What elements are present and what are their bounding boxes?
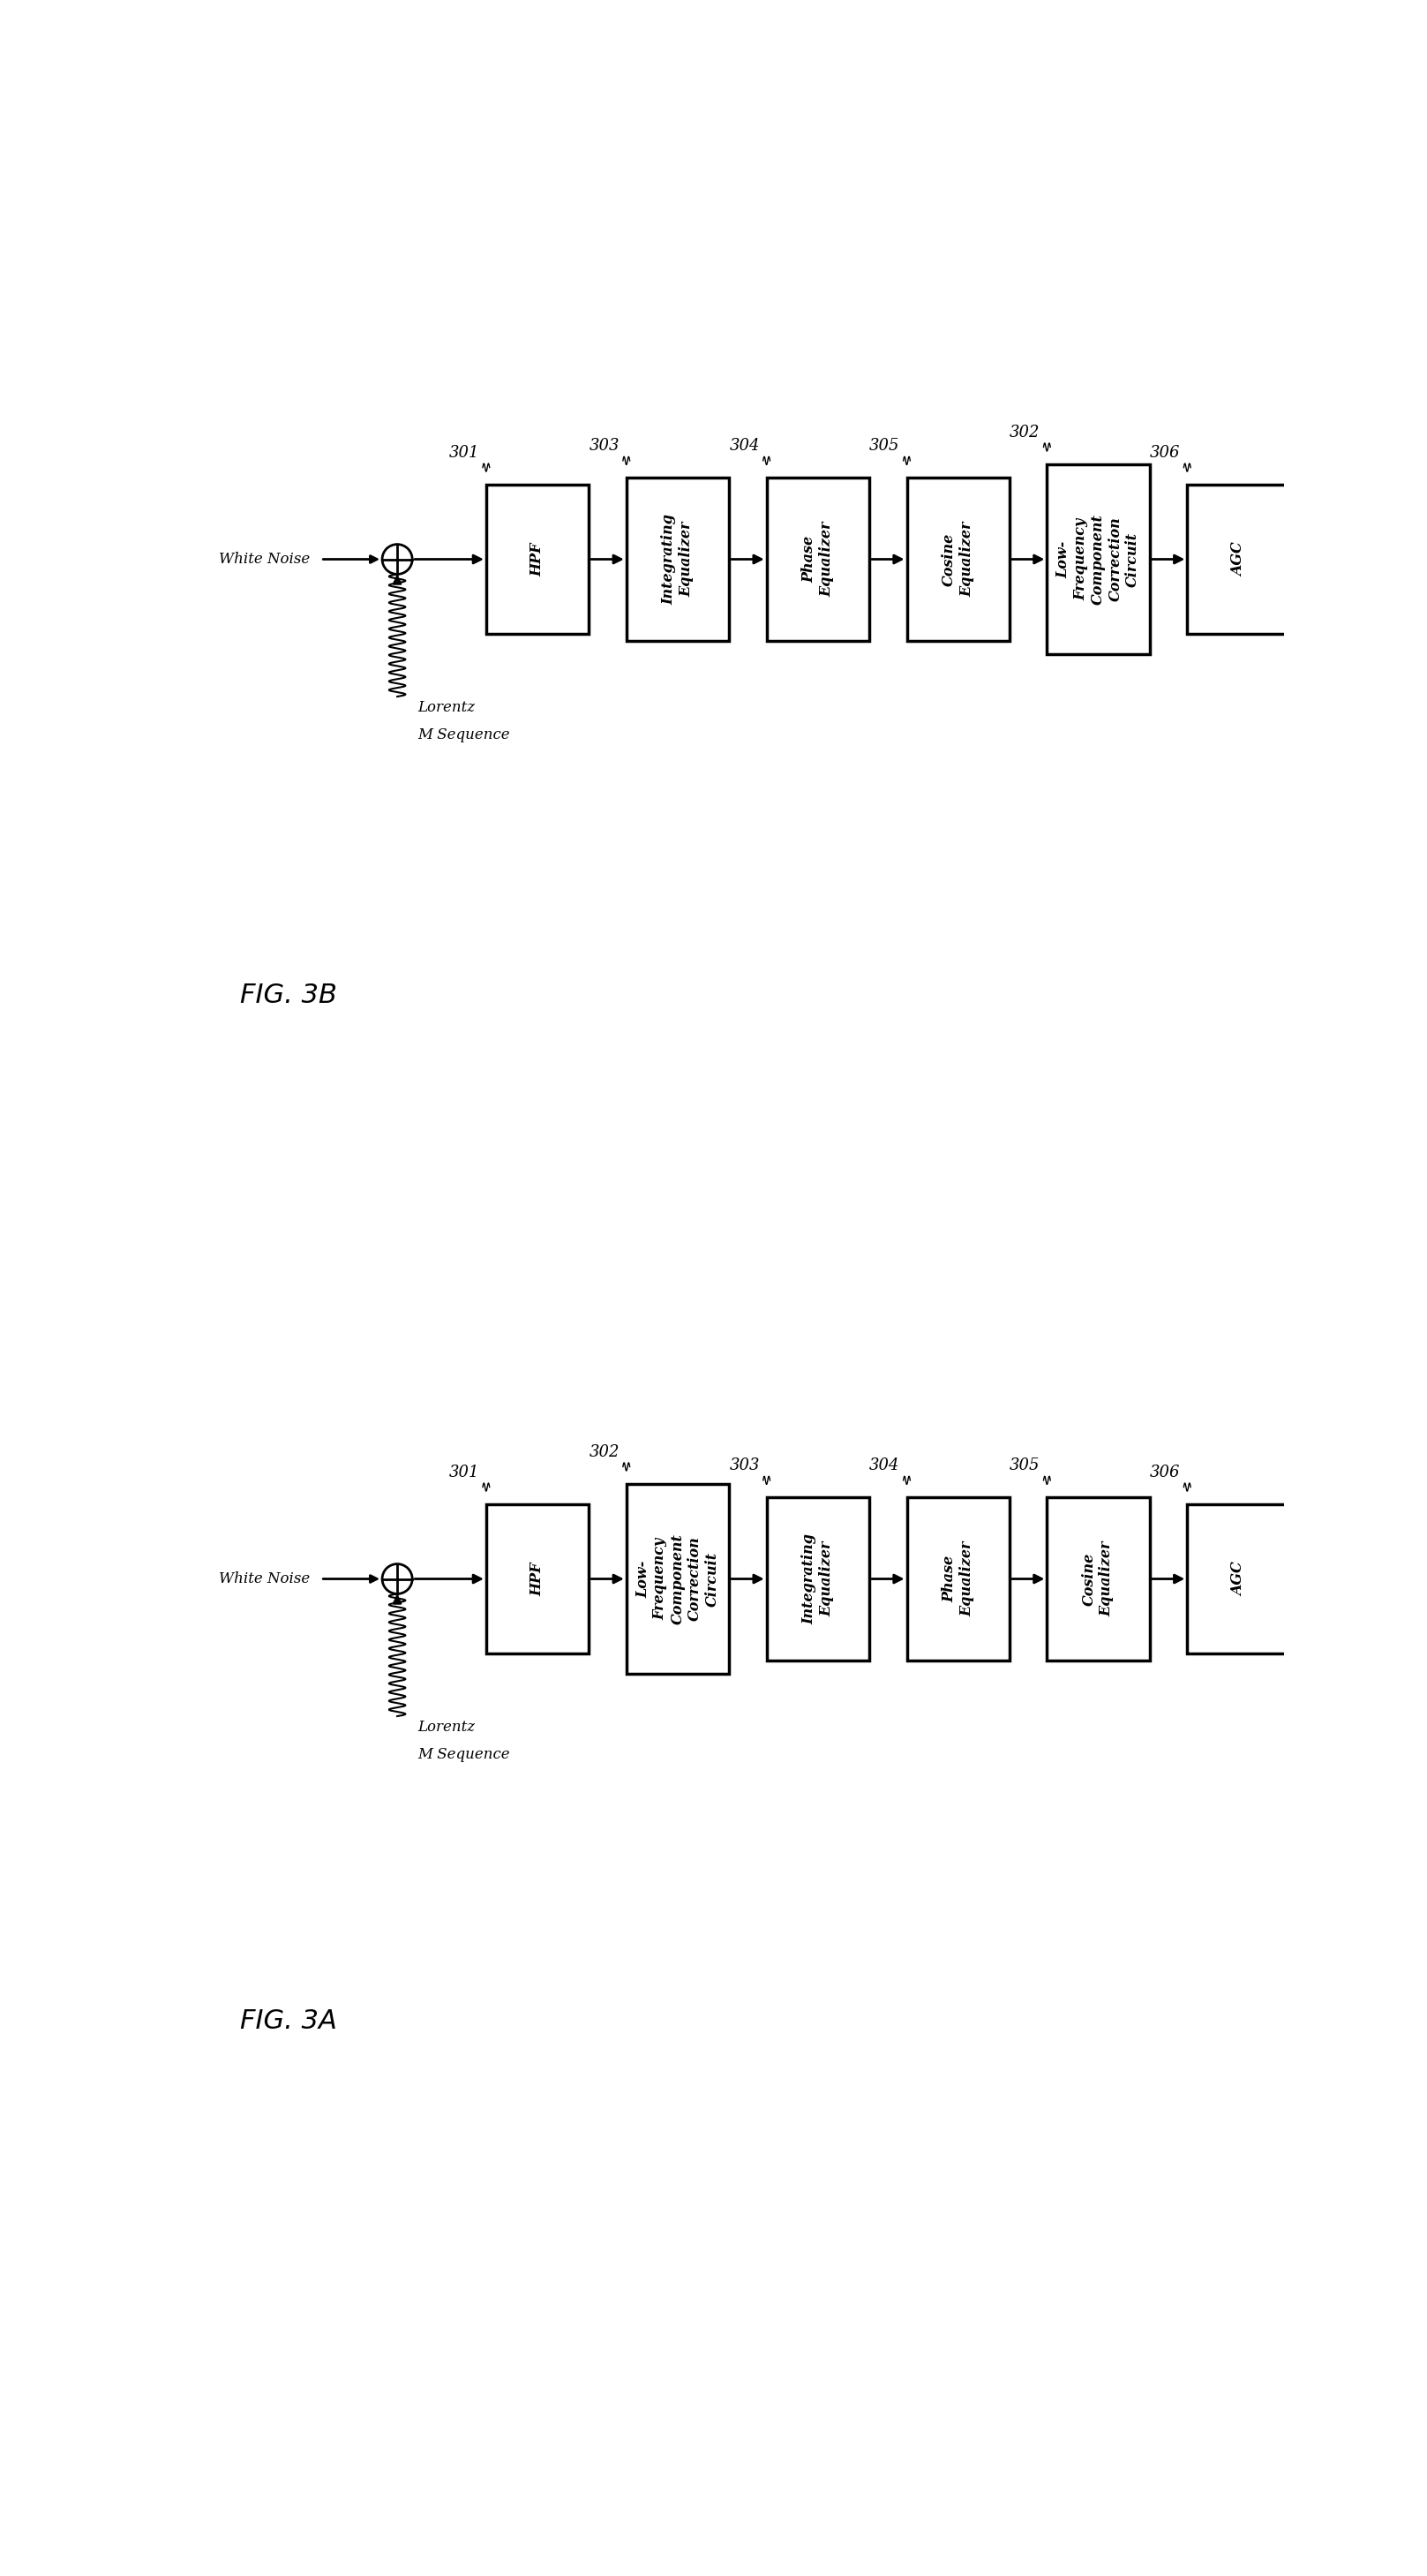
Text: Cosine
Equalizer: Cosine Equalizer [1082, 1540, 1114, 1618]
Text: 303: 303 [729, 1458, 759, 1473]
Text: White Noise: White Noise [220, 1571, 311, 1587]
Text: Low-
Frequency
Component
Correction
Circuit: Low- Frequency Component Correction Circ… [635, 1533, 719, 1625]
Bar [487, 1504, 589, 1654]
Bar [487, 484, 589, 634]
Text: 305: 305 [869, 438, 900, 453]
Text: FIG. 3B: FIG. 3B [240, 981, 337, 1007]
Bar [1047, 1497, 1150, 1662]
Bar [906, 477, 1009, 641]
Text: FIG. 3A: FIG. 3A [240, 2009, 337, 2035]
Text: 304: 304 [869, 1458, 900, 1473]
Text: Cosine
Equalizer: Cosine Equalizer [942, 520, 975, 598]
Bar [1187, 484, 1290, 634]
Text: 303: 303 [589, 438, 619, 453]
Text: 305: 305 [1010, 1458, 1040, 1473]
Text: 304: 304 [729, 438, 759, 453]
Text: Lorentz: Lorentz [418, 701, 475, 716]
Text: Integrating
Equalizer: Integrating Equalizer [662, 513, 694, 605]
Text: Integrating
Equalizer: Integrating Equalizer [802, 1533, 833, 1625]
Text: Phase
Equalizer: Phase Equalizer [942, 1540, 975, 1618]
Text: 301: 301 [450, 1463, 479, 1481]
Text: AGC: AGC [1232, 541, 1246, 577]
Bar [1187, 1504, 1290, 1654]
Text: AGC: AGC [1232, 1561, 1246, 1597]
Text: 302: 302 [589, 1445, 619, 1461]
Text: Phase
Equalizer: Phase Equalizer [802, 520, 833, 598]
Text: 301: 301 [450, 446, 479, 461]
Text: Low-
Frequency
Component
Correction
Circuit: Low- Frequency Component Correction Circ… [1056, 513, 1140, 605]
Text: HPF: HPF [529, 544, 545, 577]
Text: 306: 306 [1150, 446, 1180, 461]
Bar [1047, 464, 1150, 654]
Text: White Noise: White Noise [220, 551, 311, 567]
Text: M Sequence: M Sequence [418, 726, 509, 742]
Text: 302: 302 [1010, 425, 1040, 440]
Text: M Sequence: M Sequence [418, 1747, 509, 1762]
Text: 306: 306 [1150, 1463, 1180, 1481]
Bar [906, 1497, 1009, 1662]
Text: HPF: HPF [529, 1561, 545, 1597]
Bar [626, 1484, 729, 1674]
Text: Lorentz: Lorentz [418, 1721, 475, 1734]
Bar [626, 477, 729, 641]
Bar [766, 1497, 869, 1662]
Bar [766, 477, 869, 641]
